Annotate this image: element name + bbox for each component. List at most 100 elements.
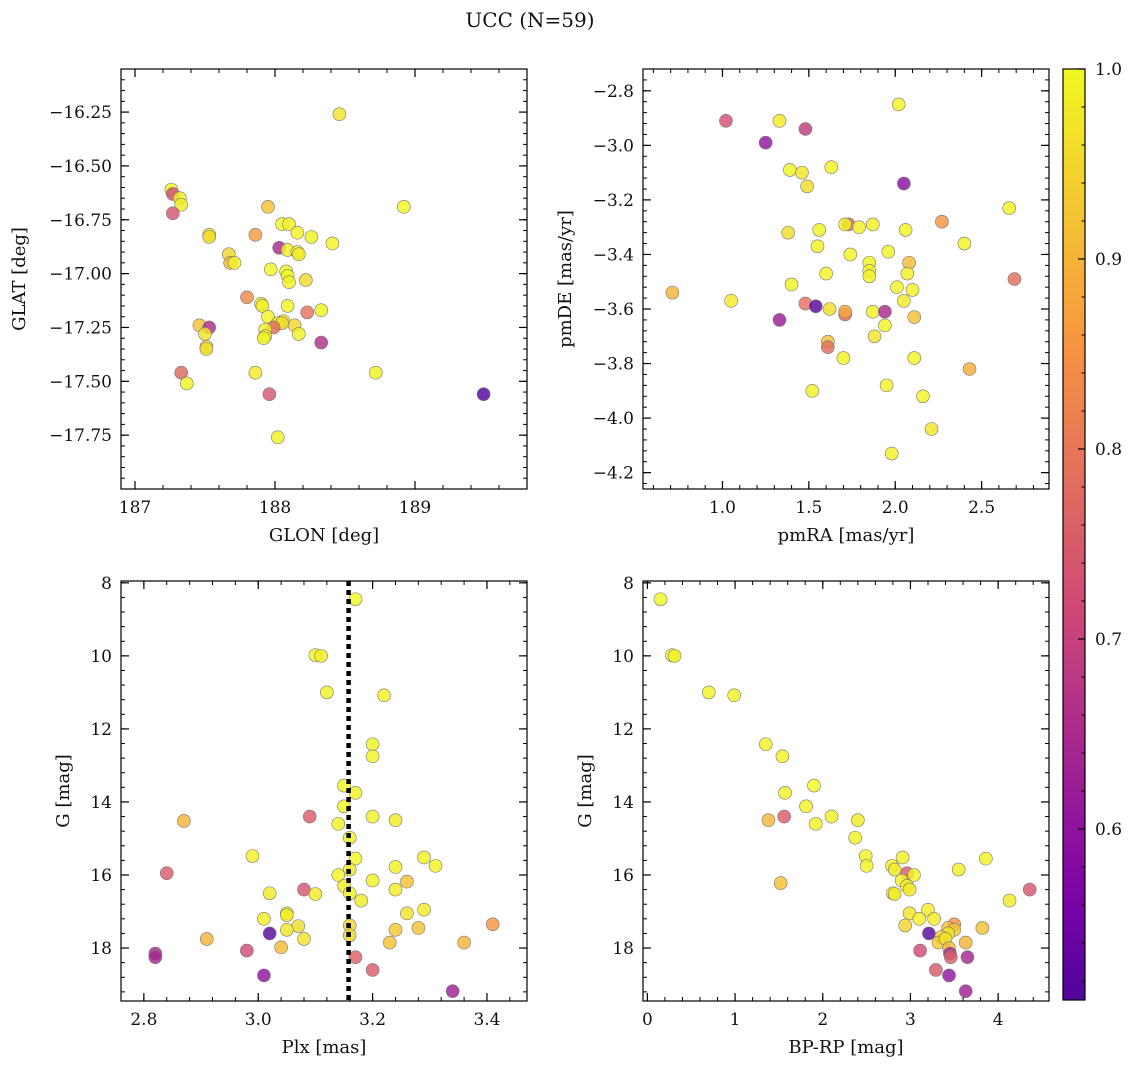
data-point: [262, 926, 277, 941]
data-point: [240, 290, 254, 305]
data-point: [836, 351, 851, 365]
data-point: [879, 378, 894, 393]
y-tick-label: 18: [90, 939, 112, 959]
data-point: [775, 749, 790, 764]
data-point: [308, 887, 323, 901]
data-point: [852, 220, 866, 234]
data-point: [202, 230, 216, 244]
data-point: [261, 200, 275, 214]
data-point: [958, 935, 973, 950]
y-tick-label: 10: [612, 647, 634, 667]
x-tick-label: 1.0: [709, 498, 736, 518]
data-point: [388, 860, 403, 874]
y-tick-label: 16: [90, 866, 112, 886]
y-tick-label: 18: [612, 939, 634, 959]
y-tick-label: 8: [623, 574, 634, 594]
data-point: [331, 817, 346, 831]
data-point: [199, 932, 214, 946]
y-tick-label: 10: [90, 647, 112, 667]
data-point: [180, 376, 194, 391]
panel-glon-glat: 187 188 189 −16.25 −16.50 −16.75 −17.00 −17.25 −…: [9, 68, 528, 546]
data-point: [270, 430, 285, 445]
data-point: [878, 304, 892, 319]
data-point: [388, 882, 403, 897]
data-point: [913, 943, 927, 958]
data-point: [227, 256, 242, 270]
data-point: [887, 862, 902, 877]
data-point: [916, 389, 930, 404]
data-point: [325, 236, 340, 251]
data-point: [795, 165, 809, 180]
data-point: [878, 318, 892, 333]
data-point: [274, 940, 288, 955]
panel-pmra-pmde: 1.0 1.5 2.0 2.5 −2.8 −3.0 −3.2 −3.4 −3.6 −3.8 −4.0…: [555, 68, 1050, 546]
colorbar: 0.6 0.7 0.8 0.9 1.0: [1062, 60, 1122, 1001]
data-point: [957, 236, 972, 251]
y-tick-label: −17.75: [49, 426, 112, 446]
data-point: [979, 851, 993, 866]
data-point: [912, 912, 927, 926]
data-point: [824, 809, 839, 824]
data-point: [314, 649, 328, 663]
data-point: [365, 963, 380, 977]
figure-title: UCC (N=59): [465, 8, 594, 32]
data-point: [924, 422, 939, 436]
data-point: [354, 893, 368, 908]
data-point: [927, 912, 941, 926]
data-point: [428, 859, 443, 873]
data-point: [377, 688, 391, 703]
points-bprp-g: [653, 592, 1037, 998]
data-point: [898, 918, 912, 933]
data-point: [159, 866, 174, 880]
axes-frame: [120, 580, 528, 1002]
y-axis-label: pmDE [mas/yr]: [555, 210, 576, 348]
data-point: [898, 223, 913, 237]
ticks-glon-glat: 187 188 189 −16.25 −16.50 −16.75 −17.00 −17.25 −…: [49, 68, 528, 518]
y-axis-label: G [mag]: [575, 754, 596, 827]
data-point: [665, 285, 680, 300]
data-point: [907, 868, 921, 882]
data-point: [958, 984, 973, 998]
data-point: [248, 365, 263, 380]
data-point: [838, 217, 852, 232]
y-tick-label: −4.2: [593, 464, 634, 484]
data-point: [907, 310, 922, 324]
ticks-plx-g: 2.8 3.0 3.2 3.4 8 10 12 14 16 18: [90, 574, 527, 1030]
y-tick-label: −3.2: [593, 191, 634, 211]
y-axis-label: GLAT [deg]: [9, 227, 30, 331]
data-point: [929, 963, 943, 977]
data-point: [905, 283, 920, 297]
x-tick-label: 3.2: [359, 1010, 386, 1030]
data-point: [298, 273, 313, 287]
data-point: [280, 908, 294, 922]
data-point: [400, 906, 414, 921]
data-point: [891, 97, 906, 112]
data-point: [783, 163, 797, 177]
x-tick-label: 1: [730, 1010, 741, 1030]
data-point: [667, 649, 682, 663]
data-point: [280, 922, 294, 937]
x-tick-label: 189: [399, 498, 431, 518]
data-point: [348, 592, 363, 607]
y-axis-label: G [mag]: [53, 754, 74, 827]
x-tick-label: 187: [119, 498, 151, 518]
x-tick-label: 1.5: [795, 498, 822, 518]
data-point: [198, 327, 212, 341]
data-point: [1002, 893, 1017, 908]
points-plx-g: [148, 592, 500, 998]
data-point: [174, 197, 188, 212]
y-tick-label: −16.75: [49, 211, 112, 231]
x-tick-label: 4: [993, 1010, 1004, 1030]
data-point: [314, 335, 329, 350]
data-point: [255, 299, 270, 313]
data-point: [262, 387, 277, 402]
y-tick-label: −16.50: [49, 157, 112, 177]
data-point: [865, 217, 880, 232]
data-point: [257, 912, 271, 926]
data-point: [819, 266, 833, 281]
data-point: [859, 859, 874, 873]
data-point: [653, 592, 668, 607]
data-point: [851, 813, 865, 828]
data-point: [951, 862, 966, 877]
data-point: [805, 384, 820, 398]
